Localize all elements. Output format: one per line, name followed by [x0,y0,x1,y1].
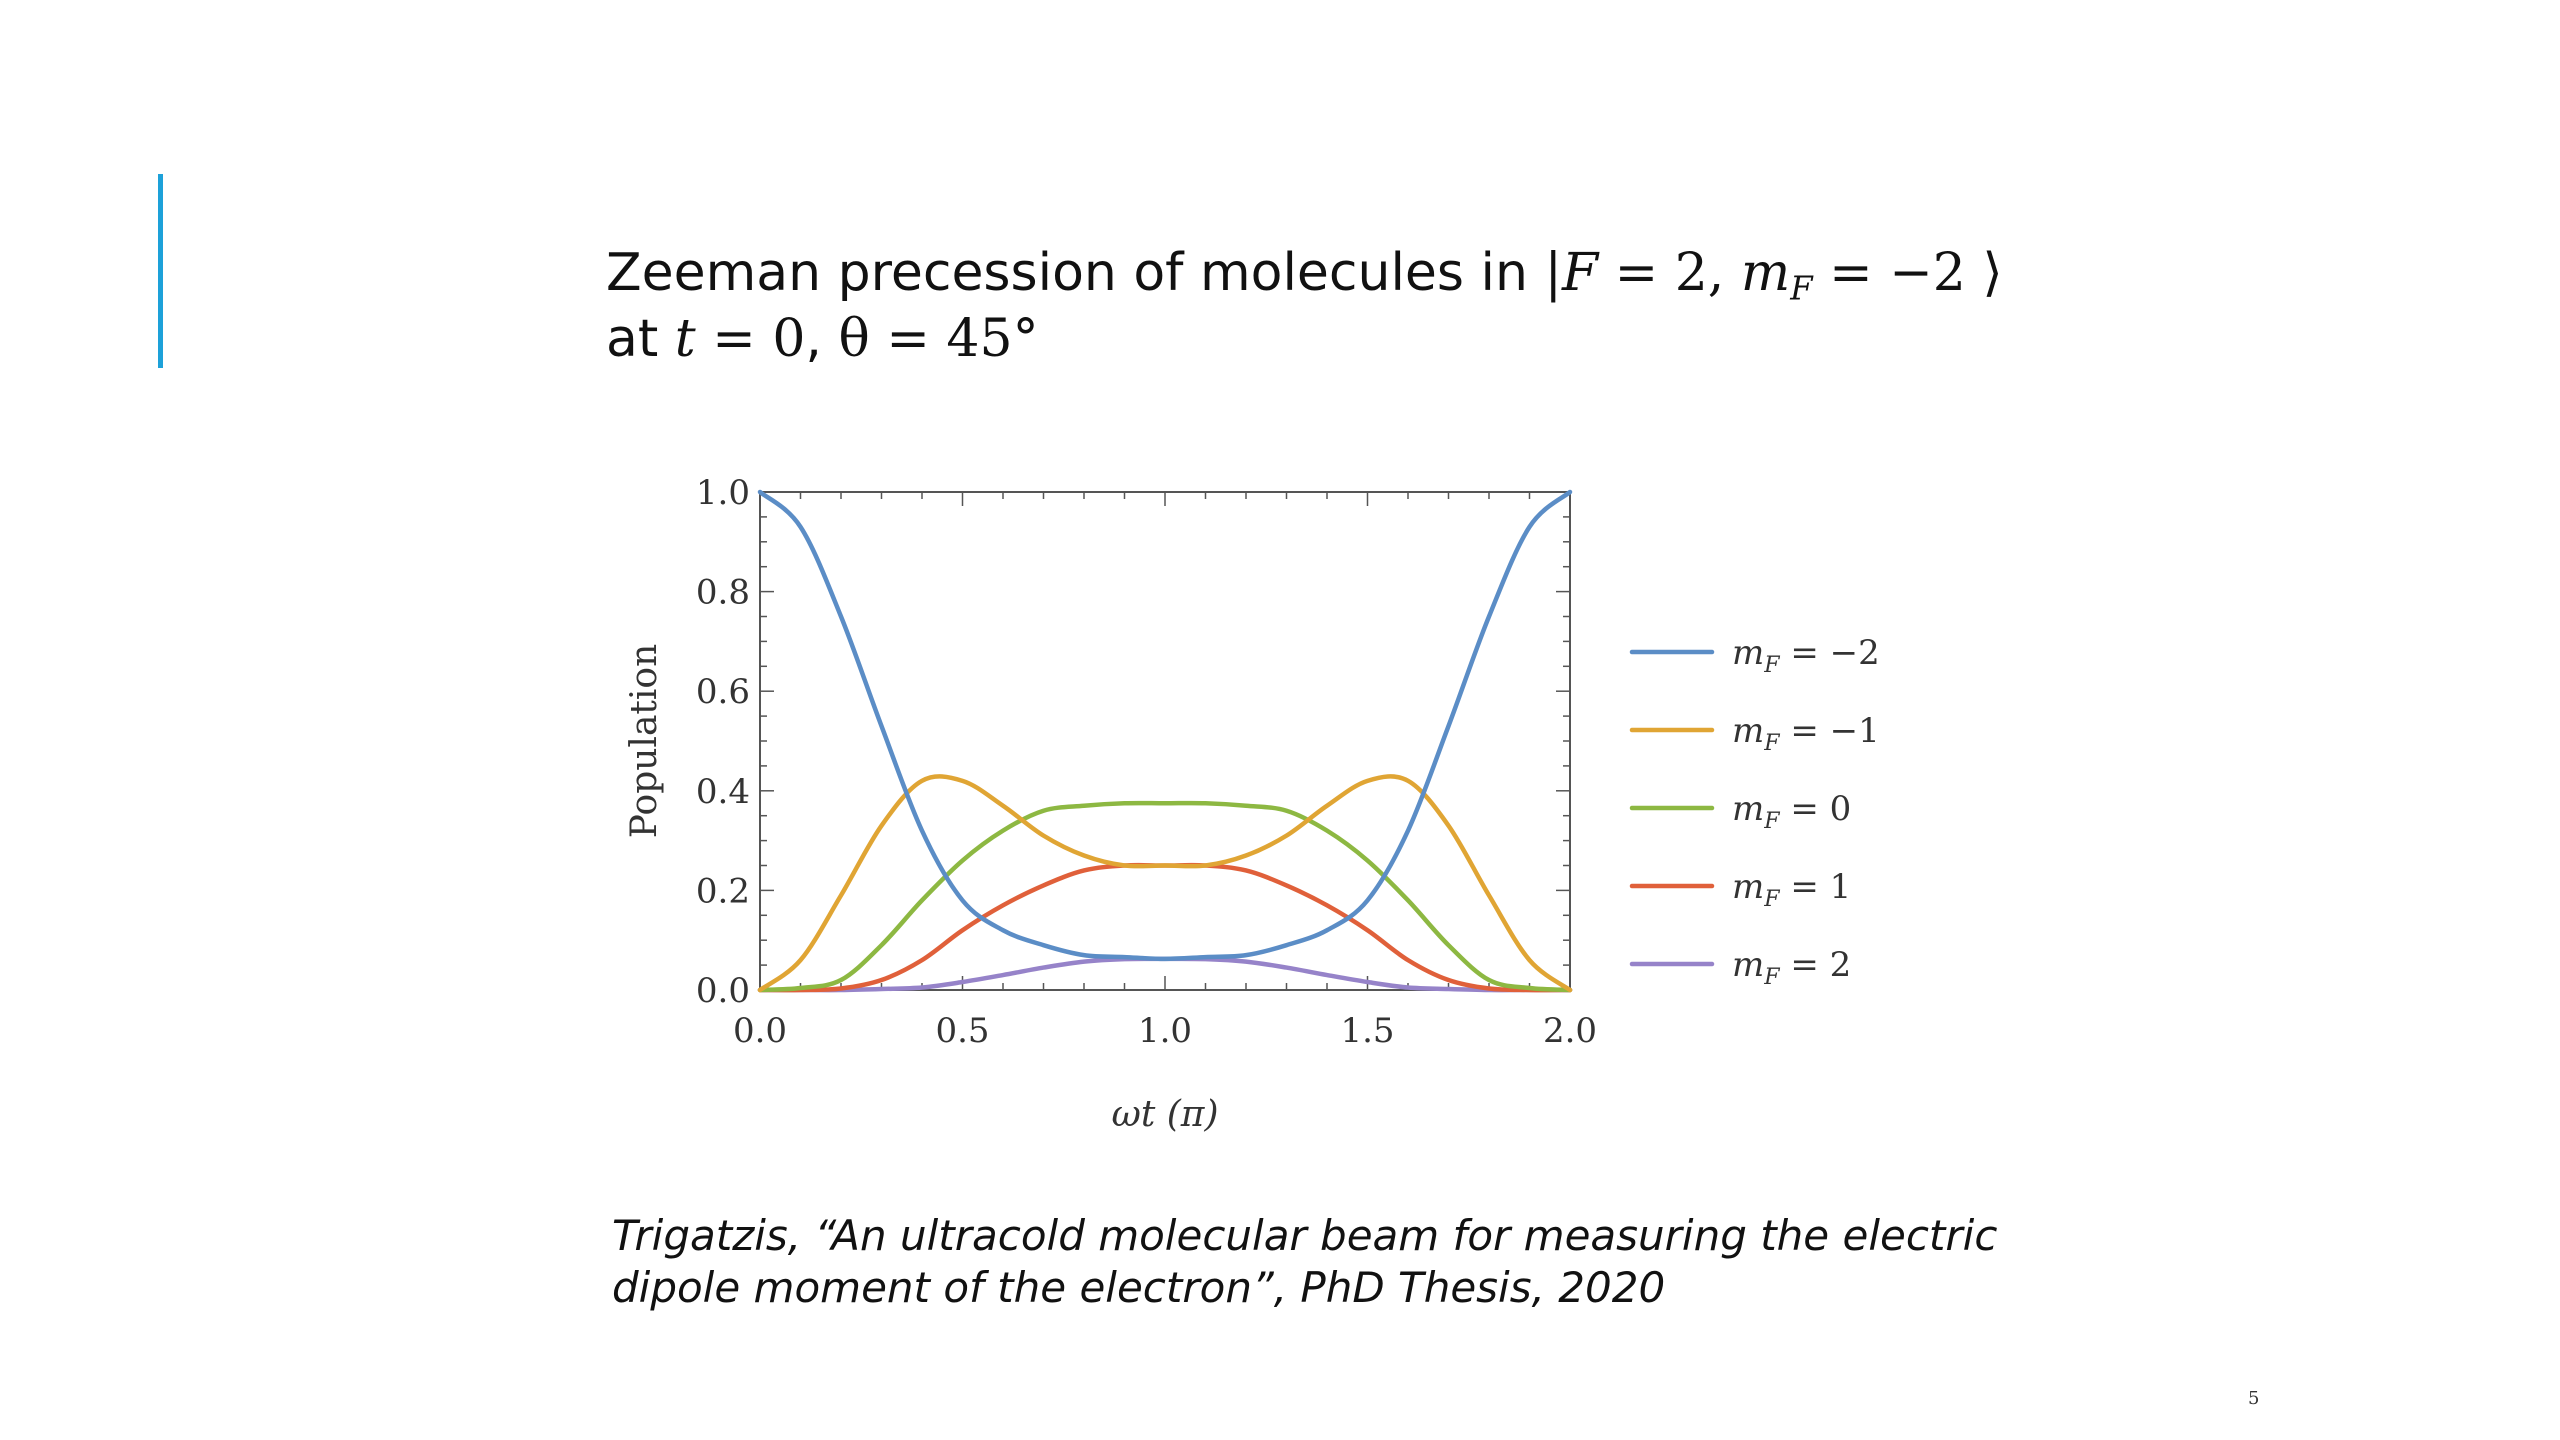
y-axis-title: Population [624,644,665,838]
slide-title-line-2: at t = 0, θ = 45° [606,308,1039,370]
legend-label-2: mF = 0 [1732,789,1851,834]
math-eq1: = 2, [1598,243,1741,303]
math-sub-F: F [1790,269,1813,308]
population-chart: 0.0 0.5 1.0 1.5 2.0 0.0 0.2 0.4 0.6 0.8 1.0 ωt (π) P… [624,473,1880,1135]
series-line-3 [757,862,1573,993]
x-tick-label: 2.0 [1543,1011,1597,1051]
title-text: Zeeman precession of molecules in [606,243,1545,303]
y-tick-label: 0.2 [696,871,750,911]
title-at: at [606,309,675,369]
title-ket-math: |F = 2, mF = −2 ⟩ [1544,243,2003,308]
legend-label-3: mF = 1 [1732,867,1851,912]
series-line-2 [757,800,1573,993]
legend-label-0: mF = −2 [1732,633,1880,678]
x-tick-label: 0.5 [935,1011,989,1051]
plot-frame [759,491,1571,991]
x-tick-label: 0.0 [733,1011,787,1051]
citation-line-2: dipole moment of the electron”, PhD Thes… [612,1263,1666,1312]
title-time-math: t = 0 [675,309,806,369]
y-tick-label: 0.8 [696,573,750,613]
y-tick-label: 1.0 [696,473,750,513]
math-F: F [1562,243,1599,303]
slide-number: 5 [2248,1388,2260,1409]
y-tick-label: 0.6 [696,672,750,712]
legend-label-4: mF = 2 [1732,945,1851,990]
series-line-1 [757,774,1573,993]
y-tick-label: 0.0 [696,971,750,1011]
x-axis-title: ωt (π) [1111,1094,1218,1135]
math-t-eq: = 0 [695,309,806,369]
slide-title-line-1: Zeeman precession of molecules in |F = 2… [606,242,2003,308]
y-tick-label: 0.4 [696,772,750,812]
citation-line-1: Trigatzis, “An ultracold molecular beam … [612,1211,1998,1260]
citation: Trigatzis, “An ultracold molecular beam … [612,1210,2012,1314]
legend-label-1: mF = −1 [1732,711,1880,756]
math-t: t [674,309,696,369]
math-theta: θ = 45° [838,309,1039,369]
accent-bar [158,174,163,368]
math-m: m [1740,243,1791,303]
x-tick-label: 1.5 [1340,1011,1394,1051]
x-tick-label: 1.0 [1138,1011,1192,1051]
ket-bar: | [1544,243,1562,303]
title-comma: , [805,309,839,369]
math-eq2: = −2 ⟩ [1812,243,2003,303]
series-line-0 [757,489,1573,962]
